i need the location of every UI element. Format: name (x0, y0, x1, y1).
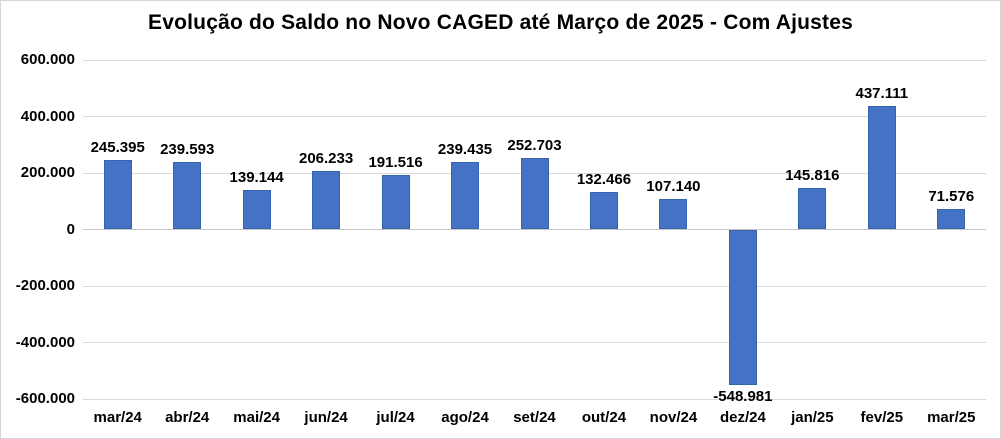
bar (659, 199, 688, 230)
gridline (83, 116, 986, 117)
bar (798, 188, 827, 230)
x-axis-tick-label: ago/24 (441, 409, 489, 426)
bar-value-label: 71.576 (928, 188, 975, 206)
bar-value-label: 252.703 (507, 137, 562, 155)
bar (589, 192, 618, 230)
bar (312, 171, 341, 230)
x-axis-tick-label: nov/24 (649, 409, 698, 426)
bar (381, 175, 410, 230)
bar-value-label: 191.516 (368, 154, 423, 172)
y-axis-tick-label: 400.000 (20, 107, 75, 125)
bar-value-label: -548.981 (713, 387, 773, 405)
gridline (83, 285, 986, 287)
bar-value-label: 206.233 (298, 150, 354, 168)
bar (103, 160, 132, 230)
y-axis-tick-label: 0 (66, 220, 75, 238)
x-axis-tick-label: fev/25 (860, 409, 904, 426)
chart-title: Evolução do Saldo no Novo CAGED até Març… (148, 11, 853, 34)
bar (867, 106, 896, 230)
gridline (83, 59, 986, 61)
y-axis-tick-label: -200.000 (15, 277, 75, 294)
bar-value-label: 132.466 (576, 171, 632, 189)
bar (242, 190, 271, 230)
x-axis-tick-label: set/24 (513, 409, 556, 426)
y-axis-tick-label: -600.000 (15, 390, 75, 407)
bar (520, 158, 549, 230)
y-axis-tick-label: -400.000 (15, 333, 75, 351)
x-axis-tick-label: jan/25 (791, 409, 834, 426)
bar-value-label: 145.816 (785, 167, 840, 185)
bar (173, 161, 202, 230)
bar-value-label: 107.140 (646, 178, 701, 196)
bar (937, 209, 966, 230)
bar-value-label: 239.593 (160, 140, 215, 158)
x-axis-tick-label: mai/24 (233, 409, 280, 426)
x-axis-tick-label: abr/24 (165, 409, 210, 426)
bar (728, 229, 757, 385)
x-axis-tick-label: jun/24 (304, 409, 348, 426)
x-axis-tick-label: mar/24 (93, 409, 142, 426)
y-axis-tick-label: 600.000 (20, 51, 75, 68)
y-axis-tick-label: 200.000 (20, 164, 75, 181)
zero-axis-line (83, 229, 986, 230)
gridline (83, 398, 986, 400)
bar-value-label: 139.144 (229, 169, 284, 187)
bar (451, 161, 480, 230)
x-axis-tick-label: out/24 (581, 409, 627, 426)
x-axis-tick-label: mar/25 (927, 409, 976, 426)
bar-value-label: 239.435 (437, 140, 493, 158)
x-axis-tick-label: jul/24 (376, 409, 415, 426)
bar-value-label: 437.111 (855, 85, 909, 103)
x-axis-tick-label: dez/24 (719, 409, 766, 426)
bar-value-label: 245.395 (90, 139, 145, 157)
gridline (83, 342, 986, 343)
